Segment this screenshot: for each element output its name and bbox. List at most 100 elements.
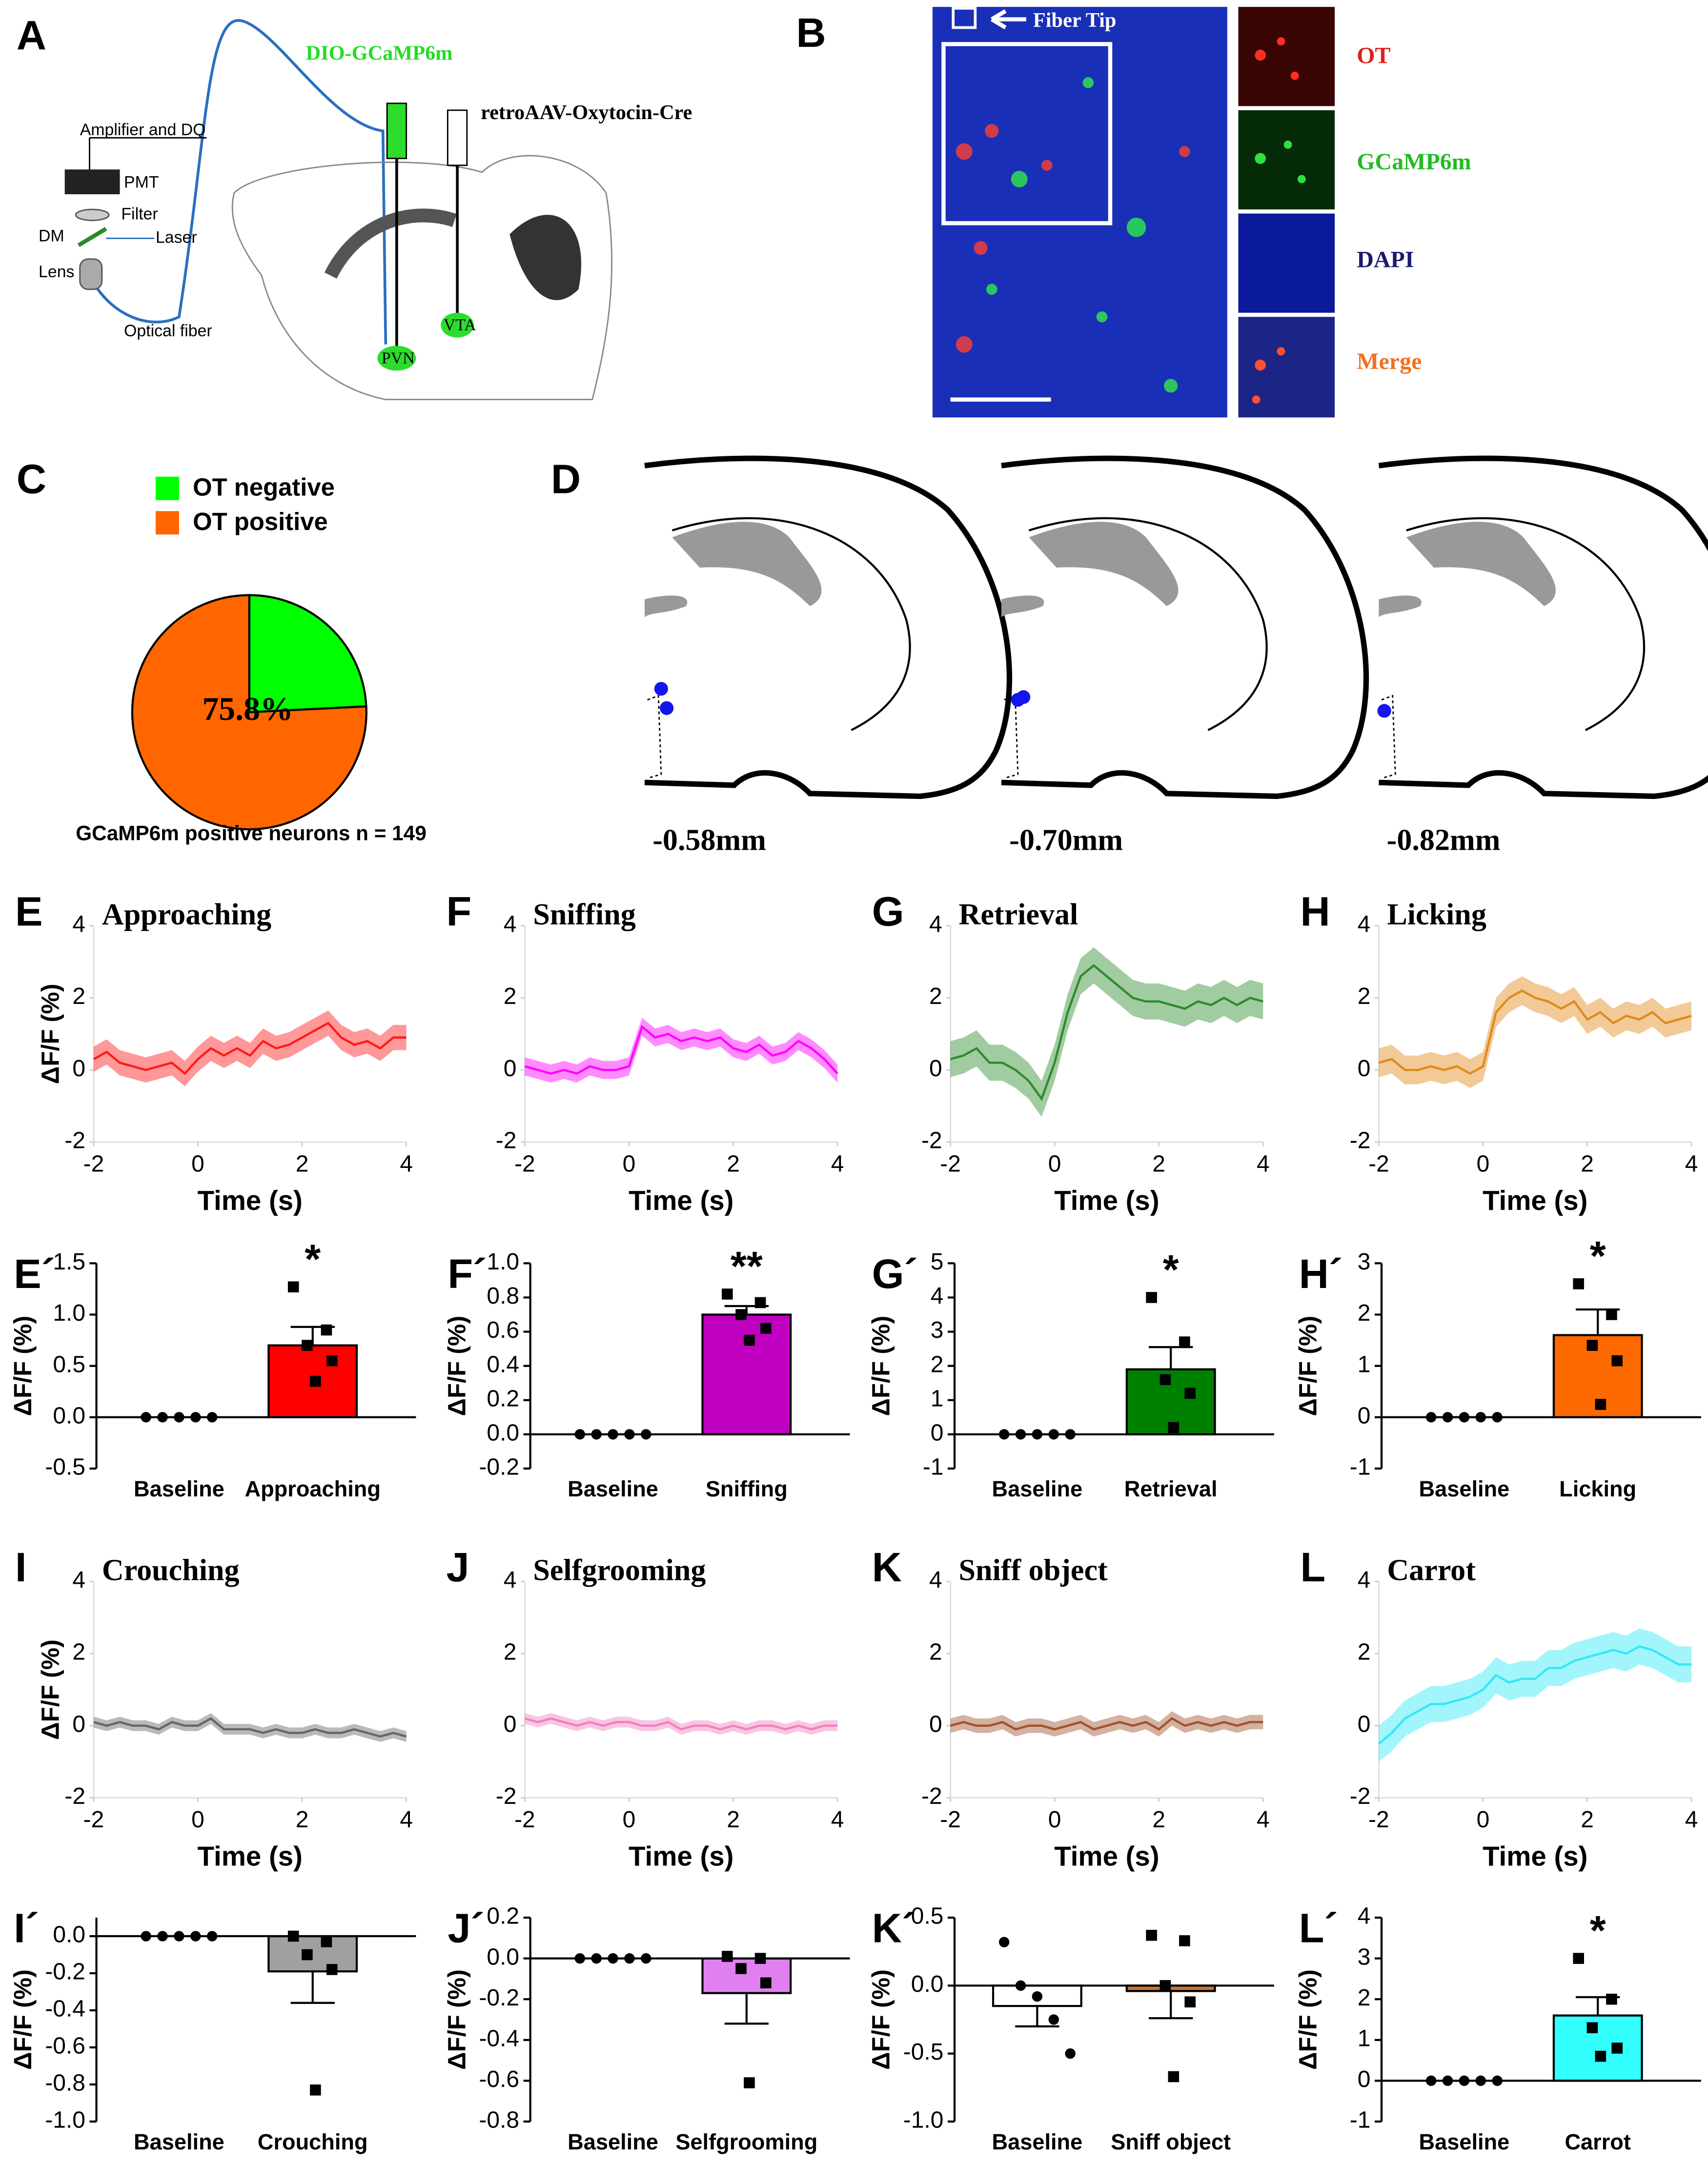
dichroic-mirror: [77, 226, 107, 247]
x-tick-label: Retrieval: [1124, 1476, 1218, 1501]
significance: **: [731, 1243, 763, 1289]
y-tick-label: 0: [929, 1711, 942, 1737]
ventricle: [672, 522, 822, 606]
structure: [1379, 595, 1422, 617]
fiber-tip-box: [952, 7, 977, 29]
data-point: [735, 1309, 747, 1320]
panel-d: D -0.58mm -0.70mm -0.82mm: [551, 455, 1708, 857]
x-tick-label: Baseline: [992, 2129, 1083, 2154]
data-point: [310, 1375, 321, 1387]
data-point: [760, 1977, 772, 1989]
panel-letter: A: [17, 12, 46, 58]
brain-section: -0.58mm: [644, 455, 1013, 857]
corpus-callosum: [1028, 517, 1268, 731]
panel-letter: J´: [447, 1905, 484, 1951]
channel-merge: [1238, 317, 1335, 418]
label: Lens: [39, 263, 74, 281]
x-tick-label: 2: [1152, 1807, 1165, 1833]
x-tick-label: Baseline: [134, 2129, 224, 2154]
y-tick-label: 4: [72, 911, 85, 937]
chart-title: Selfgrooming: [533, 1554, 706, 1587]
syringe-green: [386, 102, 407, 160]
data-point: [1611, 1355, 1623, 1367]
y-tick-label: 0: [504, 1056, 517, 1082]
ventricle: [1406, 522, 1556, 606]
data-point: [302, 1340, 313, 1351]
channel-label: OT: [1357, 43, 1390, 69]
data-point: [735, 1963, 747, 1974]
y-tick-label: 2: [931, 1351, 944, 1377]
mean-line: [524, 1024, 838, 1075]
x-tick-label: Carrot: [1565, 2129, 1631, 2154]
y-tick-label: -0.2: [45, 1959, 85, 1985]
y-tick-label: -0.8: [479, 2107, 519, 2133]
lens: [79, 258, 103, 290]
y-tick-label: 2: [929, 983, 942, 1009]
y-tick-label: 0.4: [487, 1351, 519, 1377]
x-tick-label: -2: [1368, 1807, 1389, 1833]
x-tick-label: 2: [296, 1151, 309, 1177]
x-tick-label: 4: [1685, 1807, 1698, 1833]
merge-cells: [1252, 347, 1285, 404]
data-point: [1595, 1399, 1606, 1410]
data-point: [1606, 1993, 1617, 2005]
panel-letter: K´: [872, 1905, 915, 1951]
error-band: [525, 1713, 838, 1735]
label: DIO-GCaMP6m: [306, 42, 453, 65]
mean-line: [524, 1717, 838, 1731]
data-point: [1606, 1309, 1617, 1320]
y-tick-label: -0.4: [479, 2025, 519, 2051]
panel-letter: B: [796, 9, 826, 56]
y-tick-label: 3: [1358, 1944, 1371, 1970]
data-point: [1573, 1278, 1584, 1289]
data-point: [1168, 1422, 1179, 1433]
inset-box: [941, 42, 1113, 225]
x-tick-label: 0: [623, 1151, 636, 1177]
x-axis-label: Time (s): [198, 1841, 303, 1872]
legend-swatch: [155, 476, 179, 500]
data-point: [722, 1288, 733, 1300]
optical-fiber-path: [88, 19, 387, 345]
brain-outline: [231, 155, 613, 401]
panel-b: B Fiber Tip OT GCaMP6m DAPI Merge: [796, 7, 1471, 418]
x-tick-label: 4: [831, 1807, 844, 1833]
legend-label: OT positive: [193, 508, 328, 535]
micrograph: [932, 7, 1227, 418]
x-tick-label: 4: [400, 1151, 413, 1177]
x-tick-label: -2: [940, 1151, 961, 1177]
data-point: [1573, 1953, 1584, 1964]
brain-section: -0.82mm: [1377, 455, 1708, 857]
y-tick-label: 0.2: [487, 1903, 519, 1929]
y-axis-label: ΔF/F (%): [9, 1969, 37, 2070]
fiber-site: [654, 682, 668, 696]
significance: *: [1590, 1232, 1606, 1279]
y-tick-label: 0.5: [911, 1903, 944, 1929]
x-tick-label: Baseline: [1419, 1476, 1510, 1501]
data-point: [1032, 1991, 1043, 2002]
mean-line: [1378, 989, 1692, 1075]
y-tick-label: 2: [1358, 1300, 1371, 1326]
data-point: [1586, 1340, 1598, 1351]
error-band: [525, 1018, 838, 1083]
y-tick-label: 1: [931, 1386, 944, 1411]
data-point: [310, 2084, 321, 2096]
data-point: [1146, 1292, 1157, 1303]
y-tick-label: 4: [929, 1567, 942, 1593]
label: PMT: [124, 173, 159, 191]
vta-spot: [441, 312, 474, 338]
y-tick-label: 4: [1358, 1903, 1371, 1929]
x-tick-label: 2: [1581, 1151, 1594, 1177]
y-tick-label: 0.8: [487, 1283, 519, 1309]
y-tick-label: -0.2: [479, 1454, 519, 1480]
label: Filter: [121, 204, 158, 223]
y-tick-label: 0.0: [487, 1944, 519, 1970]
x-tick-label: Approaching: [244, 1476, 380, 1501]
section-label: -0.70mm: [1009, 824, 1123, 857]
y-tick-label: 1.5: [53, 1249, 85, 1275]
panel-letter: E´: [14, 1250, 55, 1297]
bar: [701, 1313, 792, 1435]
panel-letter: F: [447, 888, 472, 935]
section-label: -0.58mm: [652, 824, 766, 857]
x-axis-label: Time (s): [629, 1185, 733, 1216]
